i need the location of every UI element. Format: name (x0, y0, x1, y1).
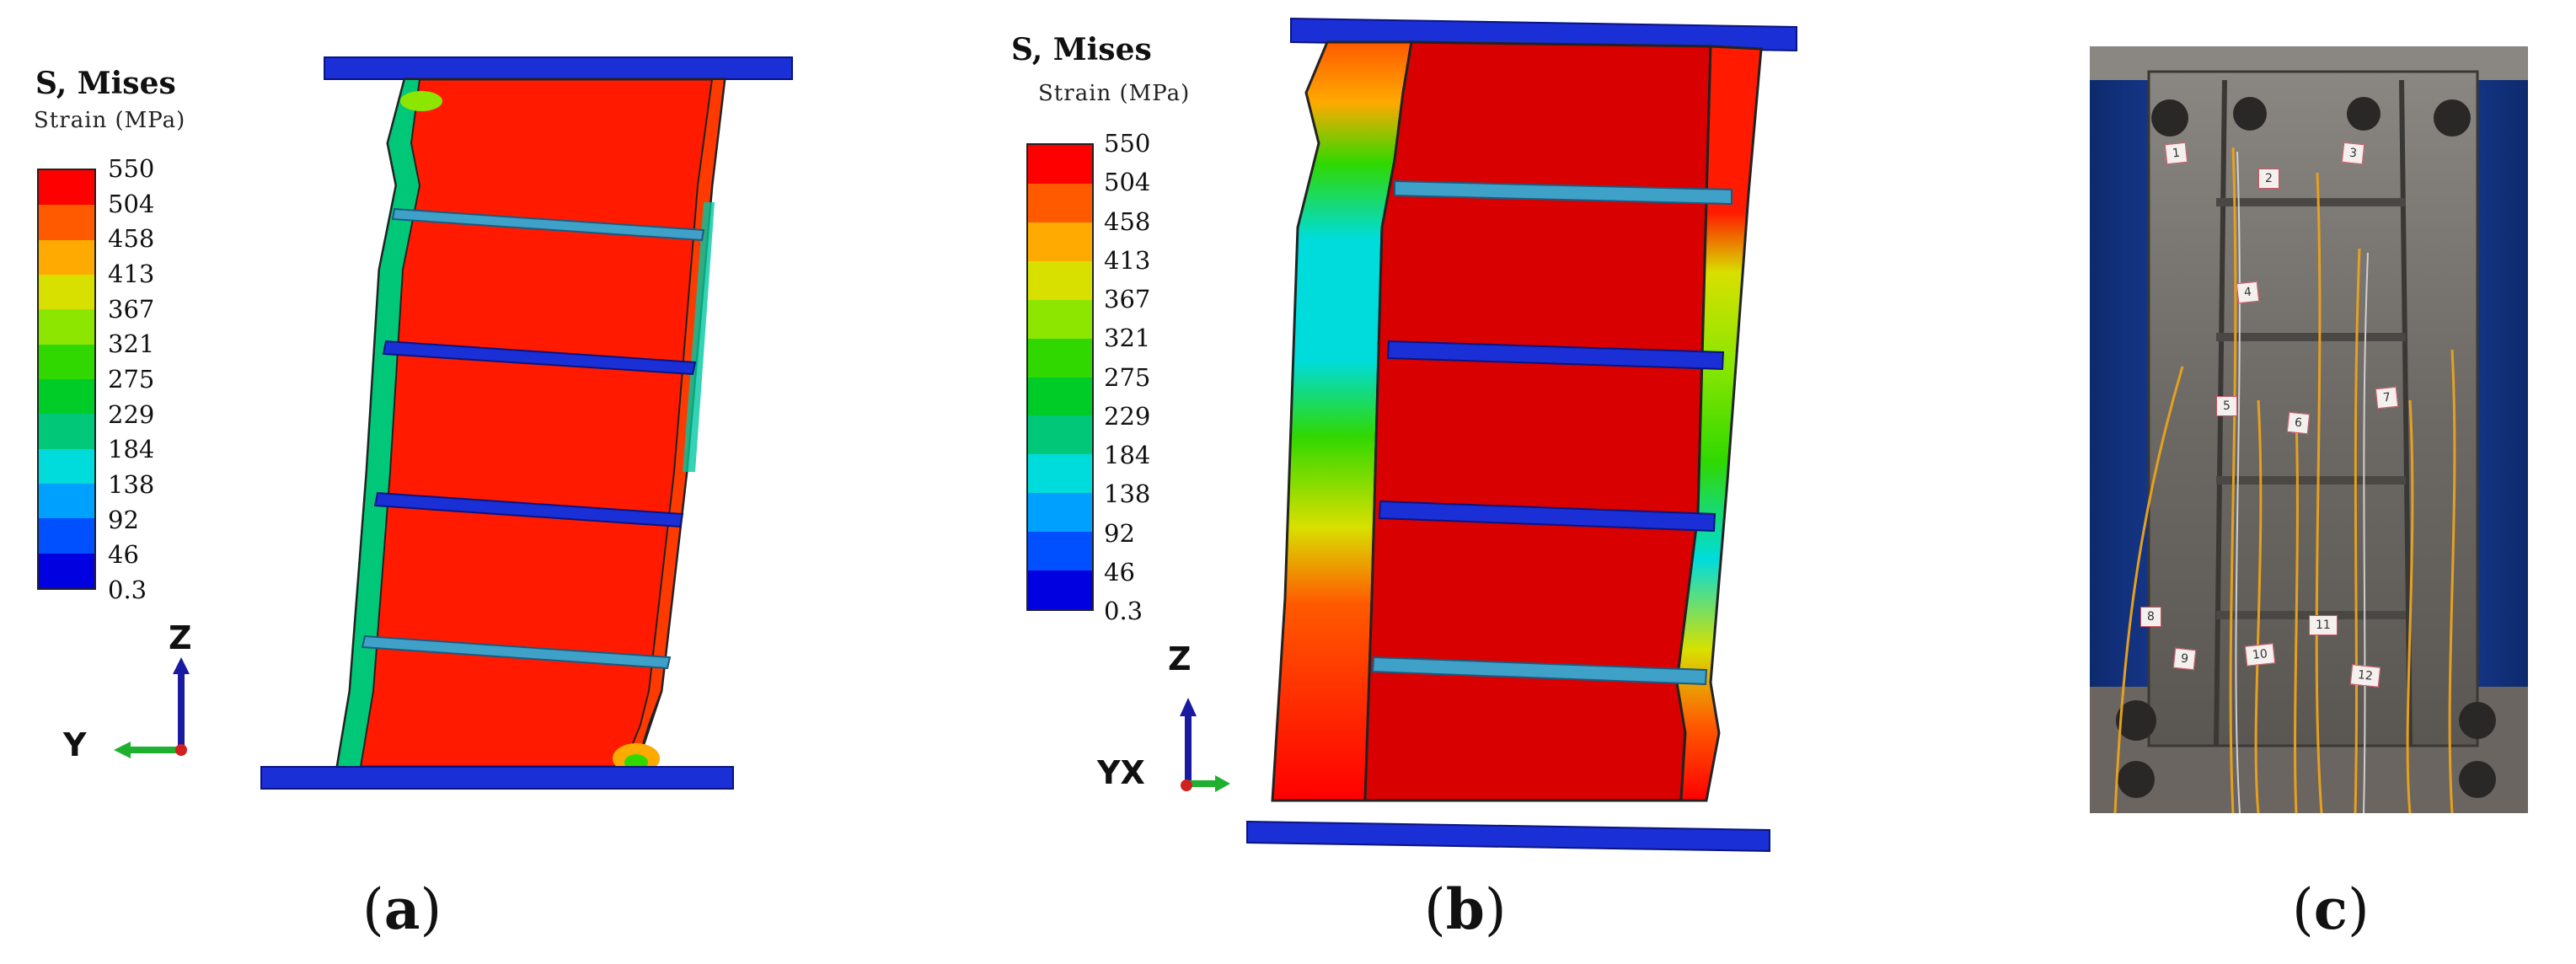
gauge-tag: 6 (2286, 411, 2311, 435)
fe-model-a (260, 56, 793, 790)
gauge-tag: 9 (2172, 647, 2197, 671)
legend-tick: 275 (108, 365, 155, 394)
legend-tick: 92 (108, 505, 139, 534)
legend-tick: 321 (108, 329, 155, 359)
gauge-tag: 5 (2216, 396, 2237, 416)
gauge-tag: 8 (2140, 607, 2161, 627)
legend-tick: 550 (1104, 129, 1151, 158)
legend-swatch (39, 309, 94, 345)
axis-triad (1180, 698, 1230, 792)
legend-swatch (1028, 570, 1092, 610)
legend-subtitle: Strain (MPa) (1038, 81, 1191, 106)
legend-swatch (39, 275, 94, 310)
legend-swatch (39, 205, 94, 241)
legend-swatch (1028, 222, 1092, 262)
gauge-tag: 12 (2349, 664, 2381, 688)
legend-swatch (39, 170, 94, 206)
axis-z-label: Z (169, 619, 192, 656)
legend-swatch (39, 448, 94, 485)
panel-b: S, Mises Strain (MPa) 550 504 458 413 367 321… (843, 0, 1871, 964)
legend-swatch (39, 414, 94, 450)
legend-swatch (1028, 260, 1092, 301)
axis-triad (114, 657, 190, 758)
legend-tick: 275 (1104, 362, 1151, 392)
legend-tick: 321 (1104, 324, 1151, 353)
legend-swatch (1028, 532, 1092, 571)
legend-tick: 229 (1104, 401, 1151, 431)
legend-swatch (1028, 454, 1092, 494)
legend-swatch (1028, 493, 1092, 533)
legend-tick: 184 (108, 435, 155, 464)
legend-swatch (1028, 377, 1092, 416)
legend-title: S, Mises (35, 66, 176, 101)
gauge-tag: 3 (2341, 142, 2365, 165)
axis-z-label: Z (1168, 640, 1192, 677)
legend-swatch (1028, 299, 1092, 340)
legend-subtitle: Strain (MPa) (34, 108, 186, 133)
gauge-tag: 2 (2258, 169, 2279, 189)
legend-swatch (39, 379, 94, 415)
legend-tick: 413 (1104, 245, 1151, 275)
legend-tick: 458 (108, 224, 155, 254)
legend-title: S, Mises (1011, 32, 1152, 67)
legend-tick: 413 (108, 260, 155, 288)
panel-label-a: (a) (362, 876, 442, 942)
axis-y-label: Y (63, 726, 87, 763)
legend-tick: 229 (108, 399, 155, 429)
legend-tick: 0.3 (1104, 597, 1143, 625)
legend-tick: 92 (1104, 518, 1135, 548)
legend-tick: 184 (1104, 441, 1151, 469)
gauge-tag: 4 (2236, 281, 2260, 304)
legend-swatch (39, 239, 94, 276)
gauge-tag: 7 (2375, 386, 2399, 410)
legend-swatch (39, 518, 94, 554)
legend-tick: 367 (1104, 285, 1151, 313)
legend-tick: 138 (108, 470, 155, 499)
gauge-tag: 11 (2309, 615, 2338, 635)
legend-swatch (1028, 145, 1092, 185)
test-specimen-photo (2090, 46, 2528, 814)
legend-tick: 458 (1104, 206, 1151, 236)
legend-tick: 0.3 (108, 576, 147, 604)
legend-swatch (39, 344, 94, 380)
panel-a: S, Mises Strain (MPa) 550 504 458 413 367 321… (0, 0, 843, 964)
legend-tick: 550 (108, 154, 155, 183)
legend-swatch (1028, 183, 1092, 223)
legend-swatch (39, 553, 94, 589)
color-legend (37, 169, 96, 590)
legend-tick: 504 (1104, 168, 1151, 197)
axis-yx-label: YX (1097, 754, 1145, 791)
gauge-tag: 1 (2164, 142, 2188, 165)
legend-tick: 46 (108, 540, 139, 570)
color-legend (1026, 143, 1094, 611)
panel-c: 1 2 3 4 5 6 7 8 9 10 11 12 (c) (2090, 0, 2576, 964)
gauge-tag: 10 (2244, 643, 2275, 667)
panel-label-b: (b) (1424, 876, 1507, 942)
legend-tick: 138 (1104, 479, 1151, 509)
legend-swatch (1028, 338, 1092, 378)
fe-model-b (1246, 17, 1797, 853)
panel-label-c: (c) (2292, 876, 2370, 942)
legend-tick: 367 (108, 294, 155, 324)
legend-tick: 46 (1104, 557, 1135, 586)
legend-tick: 504 (108, 189, 155, 218)
legend-swatch (1028, 415, 1092, 455)
legend-swatch (39, 484, 94, 519)
